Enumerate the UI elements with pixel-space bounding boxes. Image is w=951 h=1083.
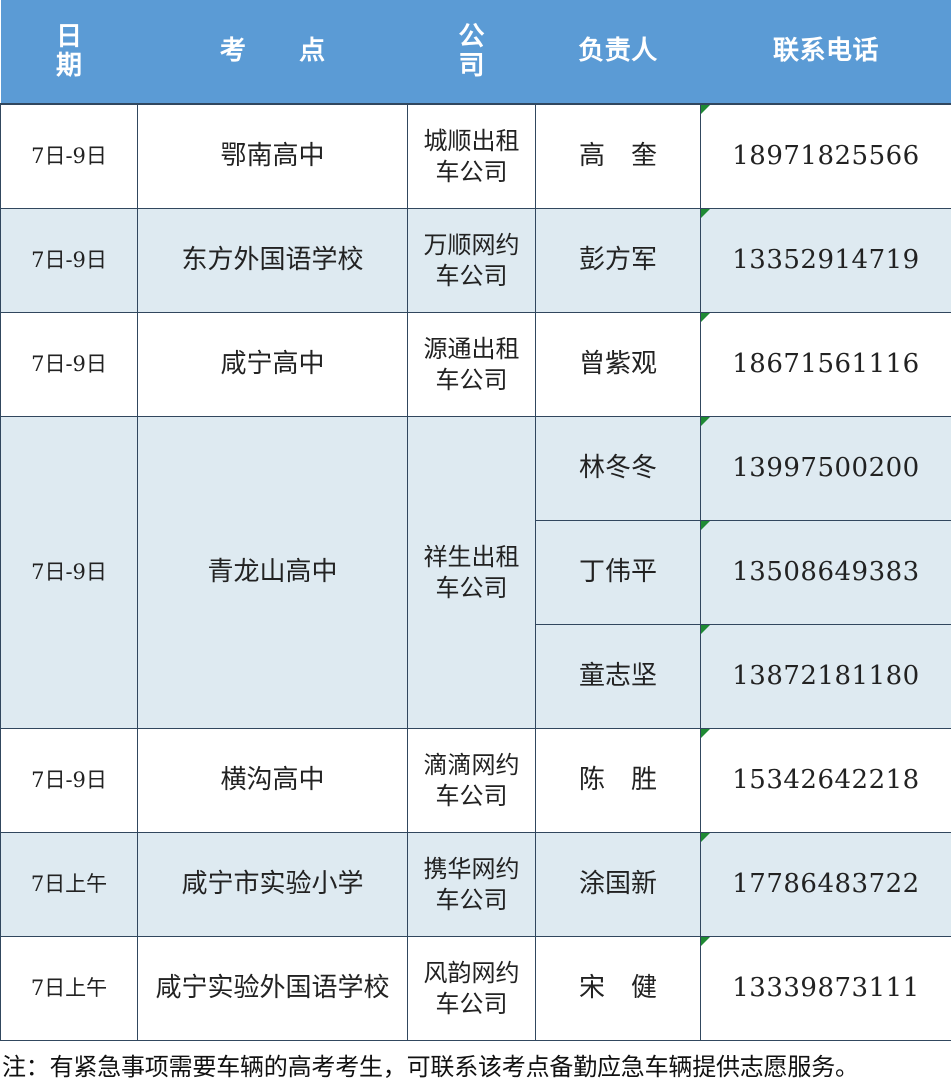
cell-phone-text: 18971825566 [732, 141, 920, 172]
cell-company-line2: 车公司 [435, 365, 508, 394]
footer-note: 注：有紧急事项需要车辆的高考考生，可联系该考点备勤应急车辆提供志愿服务。 [2, 1053, 859, 1081]
cell-date: 7日-9日 [0, 103, 138, 209]
cell-phone: 18971825566 [700, 103, 951, 209]
cell-phone: 18671561116 [700, 312, 951, 417]
cell-company: 城顺出租 车公司 [407, 103, 536, 209]
cell-phone-text: 13508649383 [732, 557, 920, 588]
cell-error-marker-icon [701, 313, 710, 322]
cell-company-line2: 车公司 [435, 157, 508, 186]
cell-person: 曾紫观 [535, 312, 701, 417]
column-header-company-label: 公 司 [458, 21, 507, 81]
cell-company-line2: 车公司 [435, 573, 508, 602]
column-header-phone: 联系电话 [700, 0, 951, 105]
cell-company-line1: 祥生出租 [423, 542, 520, 571]
column-header-date: 日 期 [0, 0, 138, 105]
cell-phone: 17786483722 [700, 832, 951, 937]
cell-company: 祥生出租 车公司 [407, 416, 536, 729]
cell-date: 7日上午 [0, 936, 138, 1041]
cell-phone: 13508649383 [700, 520, 951, 625]
column-header-site-label: 考 点 [219, 36, 348, 67]
cell-phone-text: 13352914719 [732, 245, 920, 276]
cell-company: 源通出租 车公司 [407, 312, 536, 417]
cell-phone: 13872181180 [700, 624, 951, 729]
cell-phone-text: 15342642218 [732, 765, 920, 796]
cell-error-marker-icon [701, 729, 710, 738]
column-header-date-label: 日 期 [55, 21, 105, 81]
cell-phone-text: 13339873111 [732, 973, 920, 1004]
cell-site: 青龙山高中 [137, 416, 408, 729]
cell-site: 咸宁实验外国语学校 [137, 936, 408, 1041]
cell-phone-text: 17786483722 [732, 869, 920, 900]
cell-error-marker-icon [701, 625, 710, 634]
cell-phone-text: 18671561116 [732, 349, 920, 380]
cell-date: 7日上午 [0, 832, 138, 937]
cell-date: 7日-9日 [0, 728, 138, 833]
table-row: 7日上午 咸宁市实验小学 携华网约 车公司 涂国新 17786483722 [0, 832, 951, 937]
cell-company-line2: 车公司 [435, 781, 508, 810]
cell-person: 丁伟平 [535, 520, 701, 625]
table-row: 7日上午 咸宁实验外国语学校 风韵网约 车公司宋 健 13339873111 [0, 936, 951, 1041]
cell-error-marker-icon [701, 105, 710, 114]
cell-error-marker-icon [701, 833, 710, 842]
cell-person: 涂国新 [535, 832, 701, 937]
cell-company-line1: 城顺出租 [423, 126, 520, 155]
column-header-person: 负责人 [535, 0, 701, 105]
column-header-phone-label: 联系电话 [772, 36, 879, 67]
cell-person: 宋 健 [535, 936, 701, 1041]
cell-person: 高 奎 [535, 103, 701, 209]
table-row: 7日-9日 咸宁高中 源通出租 车公司 曾紫观 18671561116 [0, 312, 951, 417]
cell-site: 咸宁高中 [137, 312, 408, 417]
cell-company-line1: 风韵网约 [423, 958, 520, 987]
cell-phone-text: 13997500200 [732, 453, 920, 484]
cell-company-line2: 车公司 [435, 885, 508, 914]
cell-person: 彭方军 [535, 208, 701, 313]
cell-site: 横沟高中 [137, 728, 408, 833]
cell-error-marker-icon [701, 209, 710, 218]
column-header-site: 考 点 [137, 0, 408, 105]
cell-phone-text: 13872181180 [732, 661, 920, 692]
cell-date: 7日-9日 [0, 312, 138, 417]
cell-company-line2: 车公司 [435, 989, 508, 1018]
cell-person: 童志坚 [535, 624, 701, 729]
cell-phone: 13997500200 [700, 416, 951, 521]
cell-date: 7日-9日 [0, 416, 138, 729]
cell-date: 7日-9日 [0, 208, 138, 313]
cell-phone: 13339873111 [700, 936, 951, 1041]
cell-site: 咸宁市实验小学 [137, 832, 408, 937]
table-head: 日 期 考 点 公 司 负责人 联系电话 [0, 0, 951, 105]
column-header-company: 公 司 [407, 0, 536, 105]
table-row: 7日-9日 东方外国语学校 万顺网约 车公司 彭方军 13352914719 [0, 208, 951, 313]
cell-company-line1: 源通出租 [423, 334, 520, 363]
cell-company: 携华网约 车公司 [407, 832, 536, 937]
cell-site: 东方外国语学校 [137, 208, 408, 313]
table-row: 童志坚 13872181180 [1, 624, 951, 729]
table-row: 7日-9日 鄂南高中 城顺出租 车公司高 奎 18971825566 [0, 103, 951, 209]
table-row: 7日-9日 横沟高中 滴滴网约 车公司陈 胜 15342642218 [0, 728, 951, 833]
column-header-person-label: 负责人 [578, 36, 658, 67]
cell-error-marker-icon [701, 937, 710, 946]
cell-company-line1: 携华网约 [423, 854, 520, 883]
cell-company-line2: 车公司 [435, 261, 508, 290]
cell-company-line1: 万顺网约 [423, 230, 520, 259]
cell-site: 鄂南高中 [137, 103, 408, 209]
cell-company: 万顺网约 车公司 [407, 208, 536, 313]
cell-company: 滴滴网约 车公司 [407, 728, 536, 833]
cell-phone: 15342642218 [700, 728, 951, 833]
table-row: 7日-9日 青龙山高中 祥生出租 车公司 林冬冬 13997500200 [0, 416, 951, 729]
table-row: 丁伟平 13508649383 [1, 520, 951, 625]
cell-person: 陈 胜 [535, 728, 701, 833]
table-body: 7日-9日 鄂南高中 城顺出租 车公司高 奎 18971825566 7日-9日 东方外国语… [0, 103, 951, 1041]
cell-company-line1: 滴滴网约 [423, 750, 520, 779]
cell-company: 风韵网约 车公司 [407, 936, 536, 1041]
cell-error-marker-icon [701, 417, 710, 426]
cell-phone: 13352914719 [700, 208, 951, 313]
cell-error-marker-icon [701, 521, 710, 530]
table-header-row: 日 期 考 点 公 司 负责人 联系电话 [0, 0, 951, 105]
emergency-vehicle-table: 日 期 考 点 公 司 负责人 联系电话 7日-9日 鄂南高中 城顺出租 车公司高 奎… [0, 0, 951, 1041]
cell-person: 林冬冬 [535, 416, 701, 521]
